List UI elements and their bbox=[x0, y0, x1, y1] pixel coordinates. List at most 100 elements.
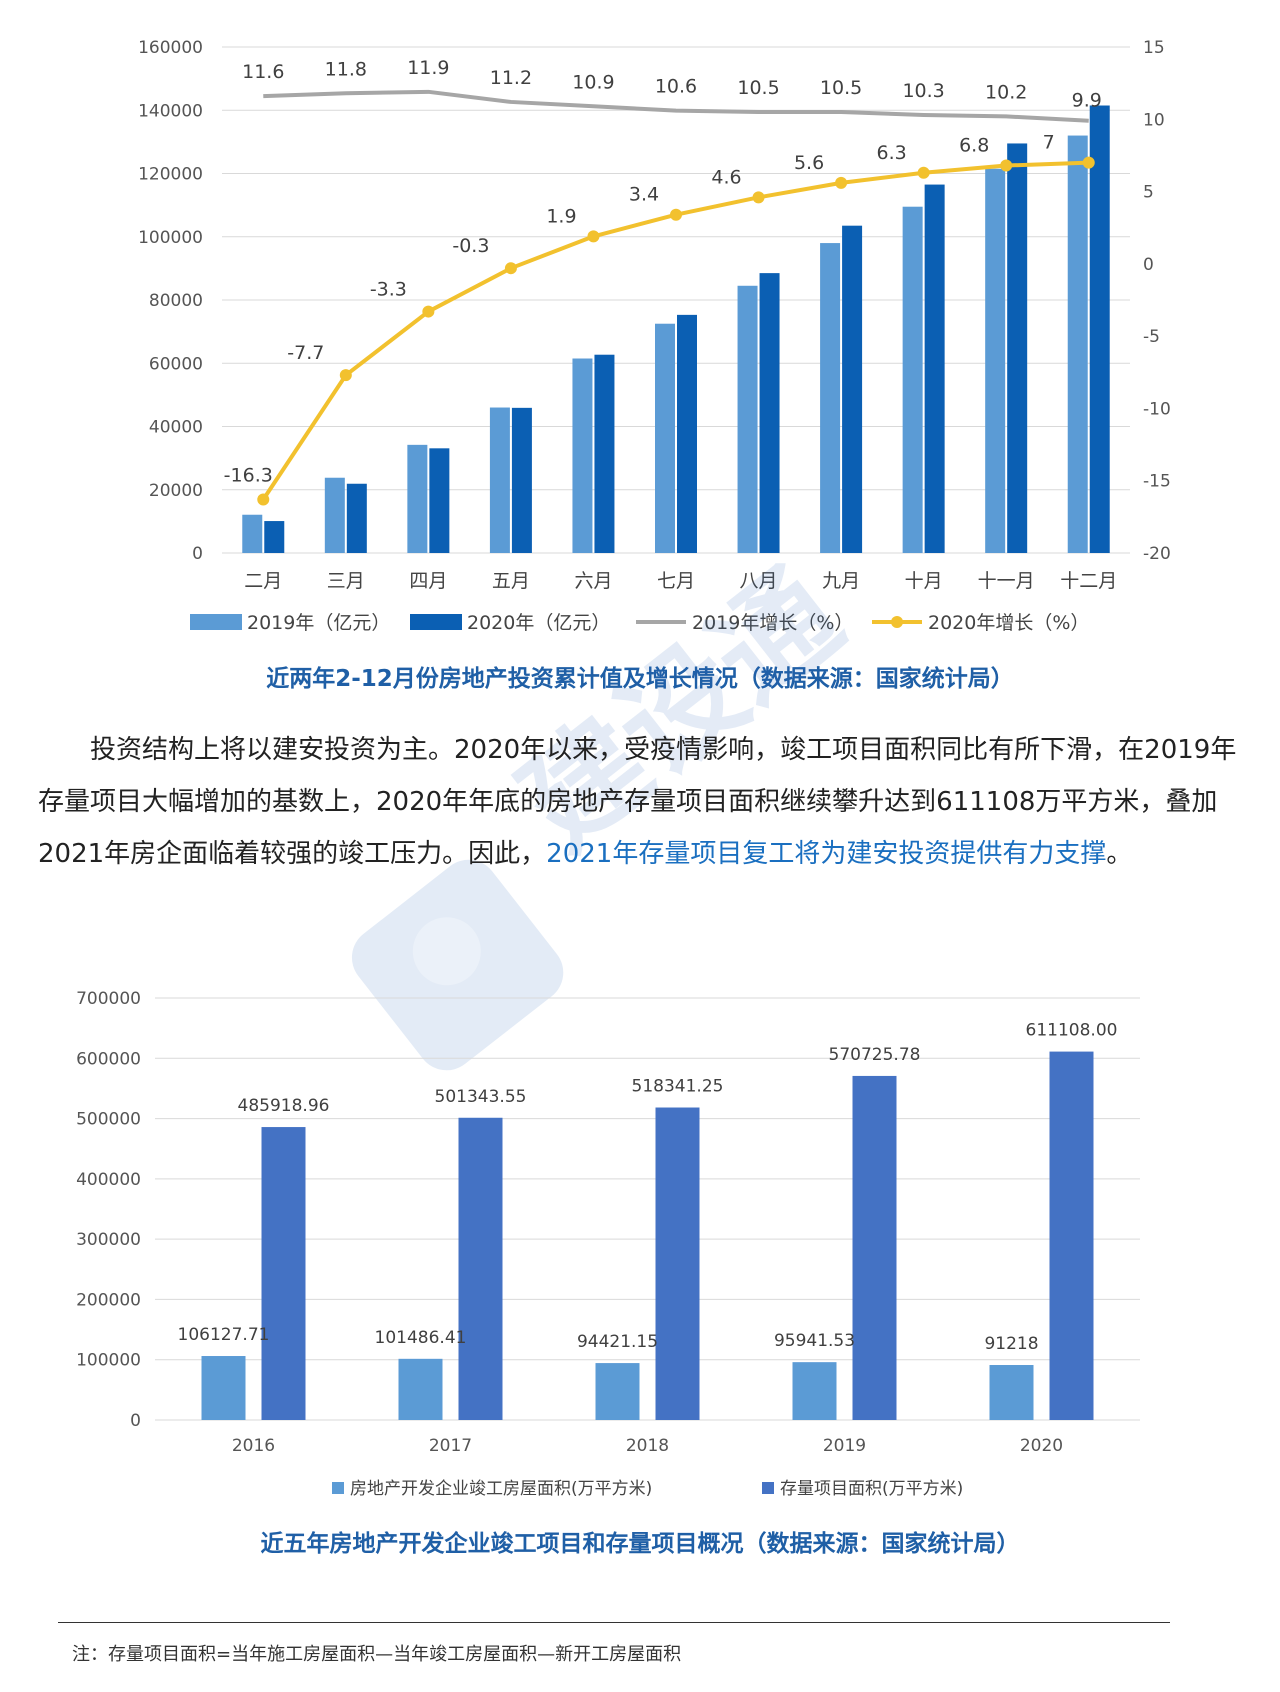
chart2-category-label: 2020 bbox=[1020, 1436, 1063, 1456]
chart1-line-2019-growth bbox=[263, 89, 1089, 123]
chart1-left-tick-label: 60000 bbox=[149, 354, 203, 374]
chart1-category-labels: 二月 三月 四月 五月 六月 七月 八月 九月 十月 十一月 十二月 bbox=[244, 570, 1117, 592]
chart2-data-label: 106127.71 bbox=[178, 1325, 270, 1345]
chart2-tick-label: 100000 bbox=[76, 1351, 141, 1371]
chart2-legend-swatch bbox=[762, 1482, 774, 1494]
chart1-bar-2019 bbox=[985, 168, 1006, 553]
chart2-tick-label: 500000 bbox=[76, 1110, 141, 1130]
chart1-data-label: -7.7 bbox=[287, 342, 324, 364]
chart1-data-label: 10.6 bbox=[655, 76, 697, 98]
chart1-category-label: 六月 bbox=[574, 570, 612, 592]
chart1-bar-2020 bbox=[677, 314, 697, 553]
chart1-left-tick-label: 20000 bbox=[149, 481, 203, 501]
chart2-bar-stock bbox=[852, 1075, 897, 1420]
chart1-point-2020-growth bbox=[257, 493, 270, 506]
chart1-bar-2020 bbox=[1007, 143, 1028, 554]
chart1-bar-2020 bbox=[759, 273, 780, 553]
chart2-tick-label: 600000 bbox=[76, 1049, 141, 1069]
chart2-tick-label: 300000 bbox=[76, 1230, 141, 1250]
chart1-left-tick-label: 140000 bbox=[138, 101, 203, 121]
chart2-legend-swatch bbox=[332, 1482, 344, 1494]
chart1-lines: 11.6 11.8 11.9 11.2 10.9 10.6 10.5 10.5 10.3 10.2… bbox=[224, 57, 1102, 506]
chart2-title: 近五年房地产开发企业竣工项目和存量项目概况（数据来源：国家统计局） bbox=[260, 1531, 1020, 1557]
chart1-left-axis-ticks: 0 20000 40000 60000 80000 100000 120000 140000 1… bbox=[138, 38, 203, 564]
chart2-data-label: 95941.53 bbox=[774, 1331, 855, 1351]
chart2-data-label: 501343.55 bbox=[435, 1087, 527, 1107]
chart1-left-tick-label: 80000 bbox=[149, 291, 203, 311]
chart2-bar-completed bbox=[398, 1358, 443, 1420]
chart1-bar-2019 bbox=[572, 358, 593, 553]
chart1-point-2020-growth bbox=[504, 262, 517, 275]
chart1-data-label: 11.2 bbox=[490, 67, 532, 89]
chart1-point-2020-growth bbox=[587, 230, 600, 243]
chart2-bar-stock bbox=[261, 1127, 306, 1420]
chart2-category-label: 2018 bbox=[626, 1436, 669, 1456]
chart1-title: 近两年2-12月份房地产投资累计值及增长情况（数据来源：国家统计局） bbox=[266, 666, 1014, 692]
chart2-tick-label: 200000 bbox=[76, 1290, 141, 1310]
chart1-bar-2020 bbox=[264, 521, 285, 553]
chart1-right-tick-label: 5 bbox=[1143, 183, 1154, 203]
chart1-bar-2019 bbox=[902, 206, 923, 554]
chart1-bar-2020 bbox=[924, 184, 945, 553]
chart1-data-label: 1.9 bbox=[546, 205, 576, 227]
chart1-bar-2020 bbox=[594, 354, 615, 553]
chart1-category-label: 十二月 bbox=[1060, 570, 1117, 592]
chart1-legend: 2019年（亿元） 2020年（亿元） 2019年增长（%） 2020年增长（%） bbox=[190, 612, 1089, 634]
chart2-bar-stock bbox=[655, 1107, 700, 1420]
chart1-right-tick-label: 10 bbox=[1143, 110, 1165, 130]
chart2-bar-completed bbox=[989, 1365, 1034, 1420]
footnote-divider bbox=[58, 1622, 1170, 1623]
chart2-y-axis-ticks: 0 100000 200000 300000 400000 500000 600000 700… bbox=[76, 989, 141, 1431]
chart1-category-label: 二月 bbox=[244, 570, 282, 592]
paragraph-end: 。 bbox=[1106, 839, 1133, 869]
chart1-bar-2019 bbox=[407, 444, 428, 553]
chart1-point-2020-growth bbox=[1000, 159, 1013, 172]
chart1-category-label: 十月 bbox=[905, 570, 943, 592]
chart1-category-label: 十一月 bbox=[978, 570, 1035, 592]
chart1-category-label: 九月 bbox=[822, 570, 860, 592]
chart2-tick-label: 400000 bbox=[76, 1170, 141, 1190]
chart1-point-2020-growth bbox=[422, 305, 435, 318]
chart1-right-tick-label: -20 bbox=[1143, 544, 1171, 564]
chart2-data-label: 101486.41 bbox=[375, 1328, 467, 1348]
chart1-legend-label: 2020年（亿元） bbox=[467, 612, 610, 634]
chart1-data-label: -0.3 bbox=[452, 235, 489, 257]
chart1-data-label: 5.6 bbox=[794, 152, 824, 174]
chart1-data-label: -16.3 bbox=[224, 465, 273, 487]
chart2-data-label: 91218 bbox=[984, 1334, 1038, 1354]
chart2-data-label: 570725.78 bbox=[829, 1045, 921, 1065]
chart1-legend-label: 2019年（亿元） bbox=[247, 612, 390, 634]
chart1-right-tick-label: 0 bbox=[1143, 255, 1154, 275]
chart2-tick-label: 0 bbox=[130, 1411, 141, 1431]
chart1-right-tick-label: 15 bbox=[1143, 38, 1165, 58]
chart1-data-label: 10.3 bbox=[902, 80, 944, 102]
paragraph-highlight: 2021年存量项目复工将为建安投资提供有力支撑 bbox=[546, 839, 1107, 869]
chart1-point-2020-growth bbox=[917, 166, 930, 179]
chart1-right-tick-label: -5 bbox=[1143, 327, 1160, 347]
chart1-data-label: 11.8 bbox=[325, 58, 367, 80]
chart1-category-label: 五月 bbox=[492, 570, 530, 592]
chart2-gridlines bbox=[155, 997, 1140, 1421]
chart1-bar-2019 bbox=[242, 514, 263, 553]
chart2-bar-completed bbox=[792, 1362, 837, 1420]
chart1-data-label: 11.9 bbox=[407, 57, 449, 79]
chart1-left-tick-label: 100000 bbox=[138, 228, 203, 248]
chart2-data-label: 94421.15 bbox=[577, 1332, 658, 1352]
chart2-category-labels: 2016 2017 2018 2019 2020 bbox=[232, 1436, 1063, 1456]
chart1-data-label: 10.5 bbox=[737, 77, 779, 99]
chart1-category-label: 四月 bbox=[409, 570, 447, 592]
chart1-category-label: 三月 bbox=[327, 570, 365, 592]
chart1-bar-2019 bbox=[324, 477, 345, 553]
chart2-bar-completed bbox=[201, 1356, 246, 1420]
chart1-bar-2019 bbox=[489, 407, 510, 553]
chart1-gridlines bbox=[222, 46, 1130, 554]
chart2-category-label: 2019 bbox=[823, 1436, 866, 1456]
chart1-data-label: 9.9 bbox=[1072, 90, 1102, 112]
chart1-data-label: 6.8 bbox=[959, 135, 989, 157]
chart1-category-label: 七月 bbox=[657, 570, 695, 592]
chart2-data-label: 518341.25 bbox=[632, 1077, 724, 1097]
chart1-legend-label: 2020年增长（%） bbox=[928, 612, 1089, 634]
paragraph-text: 投资结构上将以建安投资为主。2020年以来，受疫情影响，竣工项目面积同比有所下滑… bbox=[38, 735, 1237, 869]
chart2-bar-stock bbox=[458, 1117, 503, 1420]
chart1-bar-2019 bbox=[655, 323, 675, 553]
